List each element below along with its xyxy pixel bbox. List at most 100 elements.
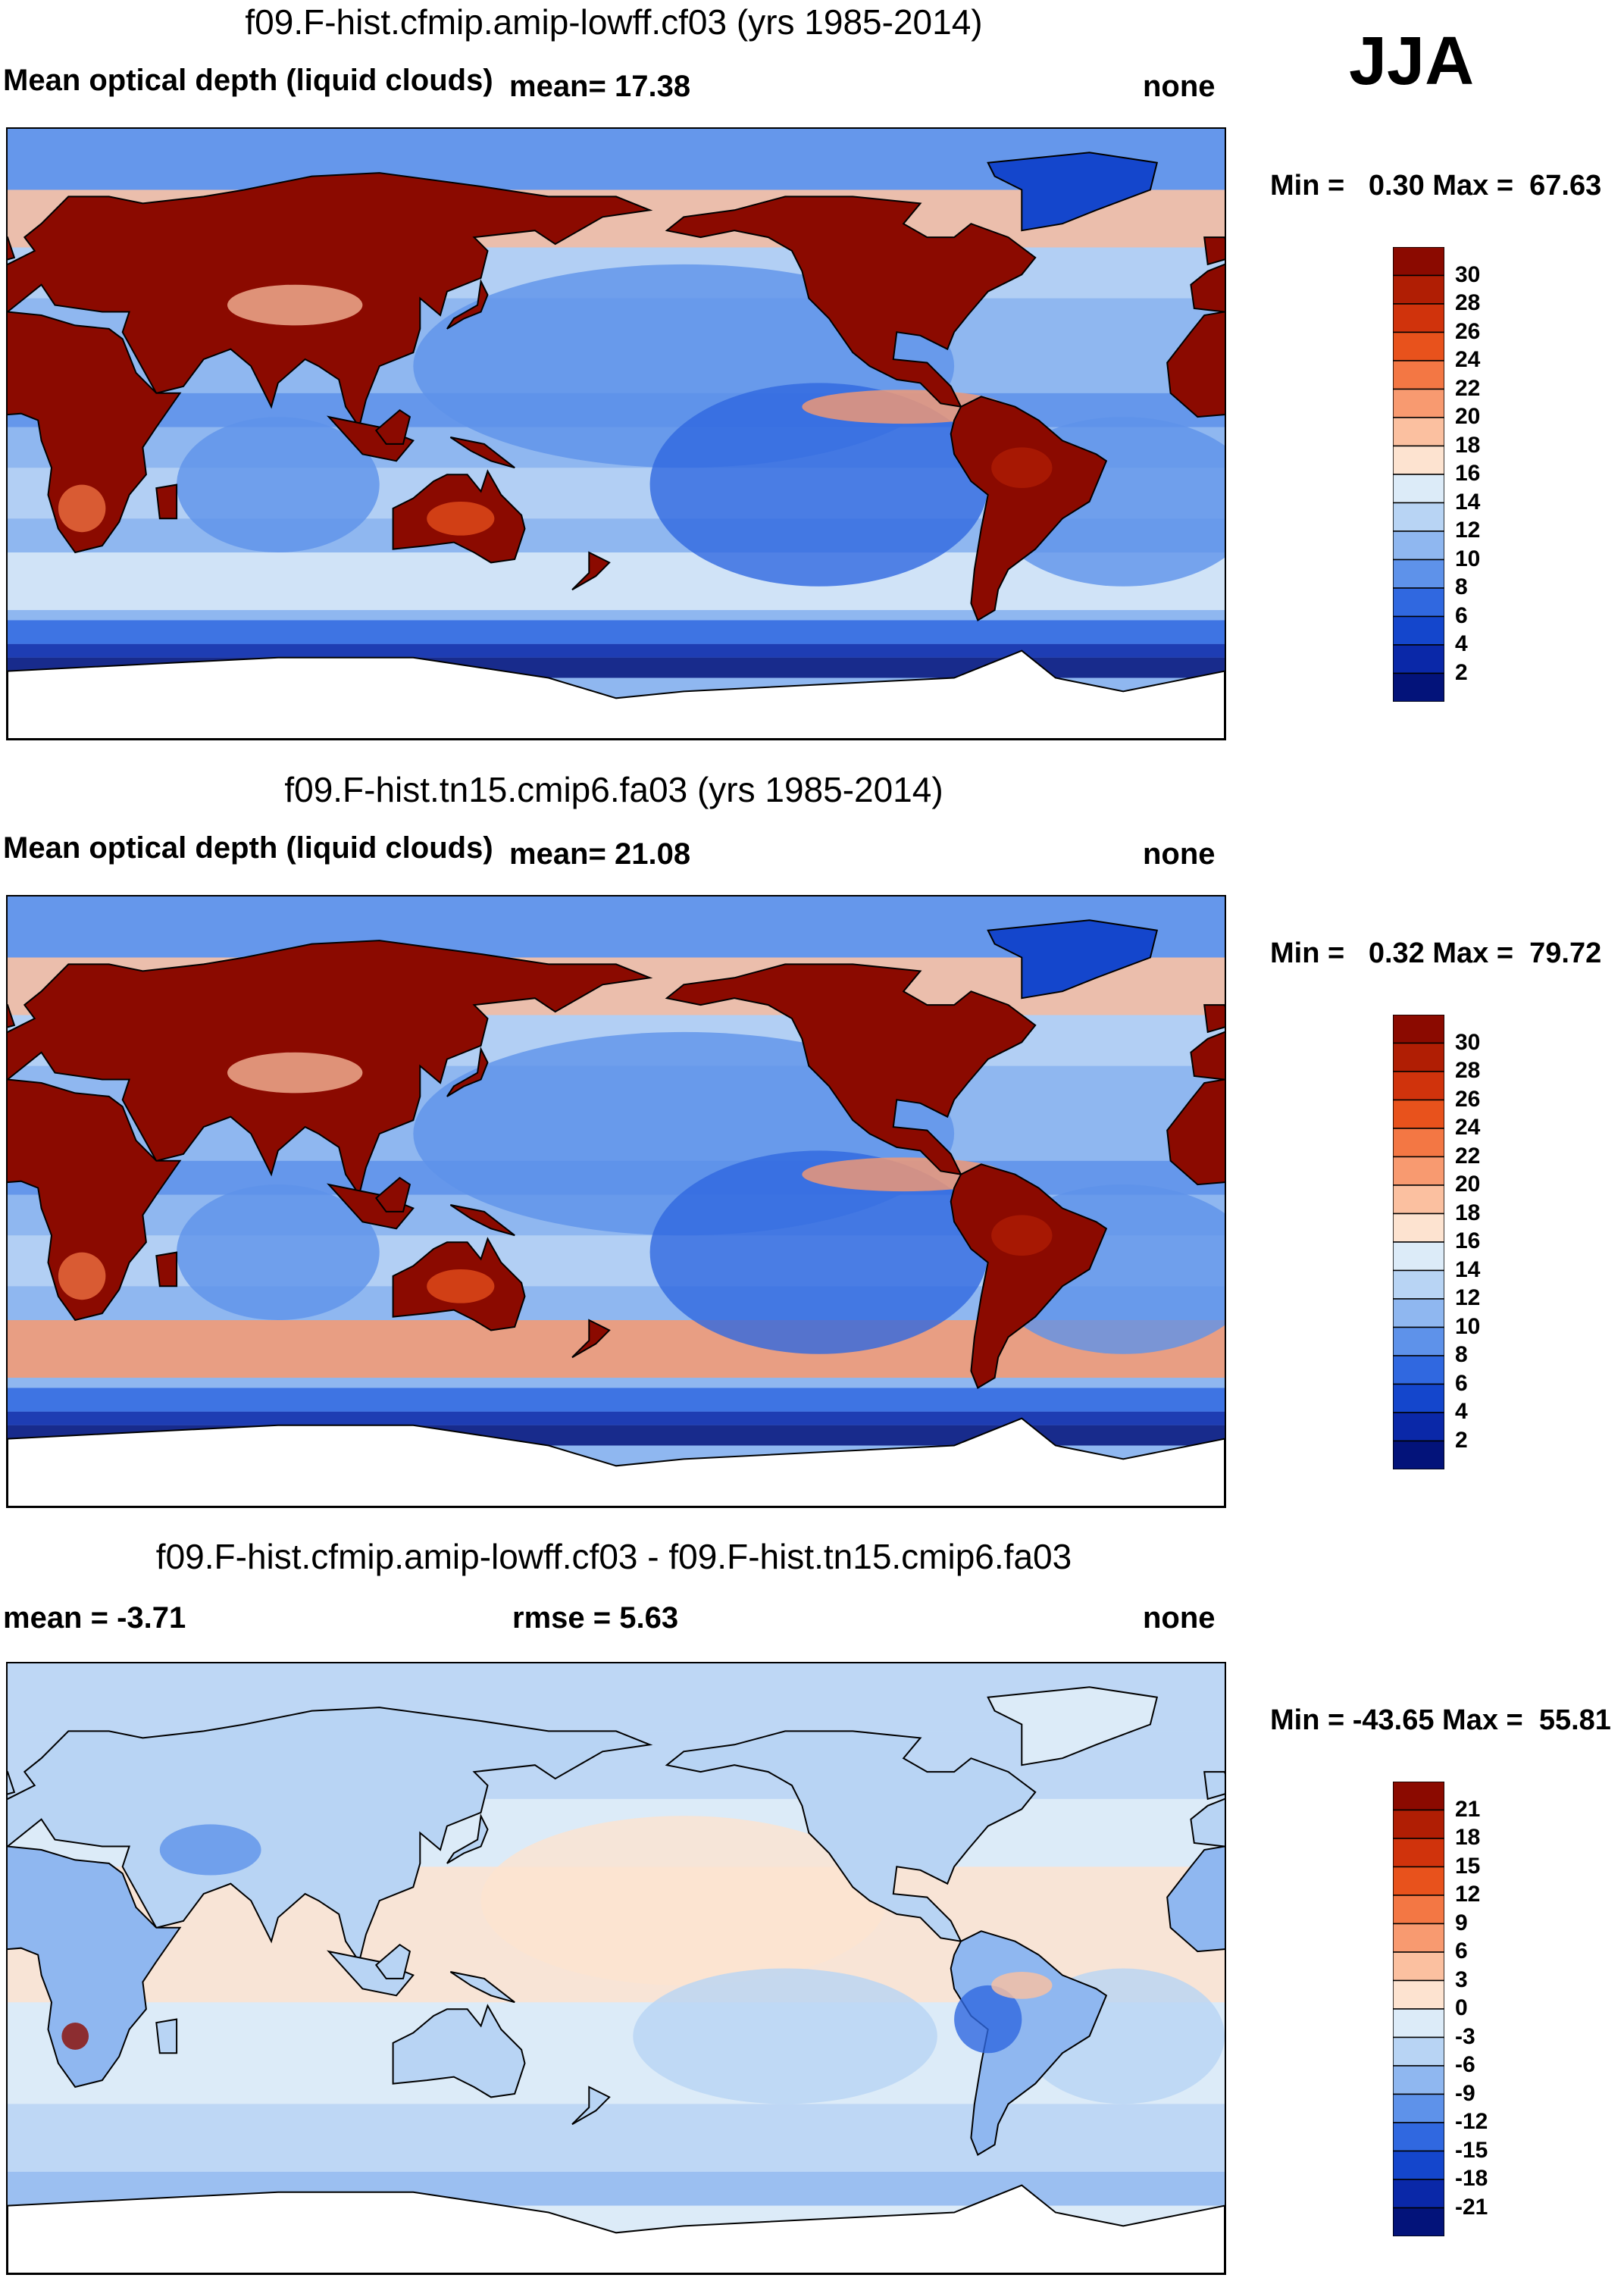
colorbar-swatch xyxy=(1393,1184,1444,1215)
landmass-newzealand xyxy=(571,551,611,591)
colorbar-swatch xyxy=(1393,1269,1444,1300)
landmass-japan xyxy=(446,278,489,330)
colorbar-swatch xyxy=(1393,1071,1444,1101)
colorbar xyxy=(1393,1782,1444,2236)
land-anomaly xyxy=(991,1215,1053,1256)
colorbar-tick-label: -6 xyxy=(1455,2052,1475,2077)
land-anomaly xyxy=(954,1985,1022,2054)
landmass-britain-wrap xyxy=(1203,1004,1225,1034)
colorbar-swatch xyxy=(1393,1042,1444,1072)
colorbar-swatch xyxy=(1393,2150,1444,2180)
colorbar-swatch xyxy=(1393,360,1444,390)
colorbar-tick-label: 3 xyxy=(1455,1967,1468,1992)
lat-band xyxy=(8,2104,1225,2172)
colorbar-swatch xyxy=(1393,1809,1444,1839)
colorbar-swatch xyxy=(1393,274,1444,305)
colorbar-tick-label: 22 xyxy=(1455,375,1481,401)
map-svg xyxy=(8,896,1225,1507)
colorbar-tick-label: 8 xyxy=(1455,1342,1468,1367)
landmass-borneo xyxy=(374,408,411,445)
landmass-africa xyxy=(8,1845,182,2089)
variable-label: Mean optical depth (liquid clouds) xyxy=(3,64,493,97)
colorbar-swatch xyxy=(1393,474,1444,504)
colorbar-tick-label: 26 xyxy=(1455,318,1481,344)
colorbar-swatch xyxy=(1393,1015,1444,1044)
land-anomaly xyxy=(159,1824,261,1876)
colorbar-swatch xyxy=(1393,615,1444,646)
colorbar-tick-label: 28 xyxy=(1455,290,1481,315)
colorbar-tick-label: 6 xyxy=(1455,602,1468,628)
colorbar-svg xyxy=(1393,1782,1444,2236)
colorbar-swatch xyxy=(1393,1979,1444,2010)
landmass-indonesia xyxy=(327,1950,415,1997)
units-label: none xyxy=(1143,70,1216,103)
lat-band xyxy=(8,552,1225,611)
colorbar-tick-label: 0 xyxy=(1455,1995,1468,2020)
colorbar-swatch xyxy=(1393,1128,1444,1158)
landmass-africa-wrap xyxy=(1166,311,1225,418)
colorbar-tick-label: 22 xyxy=(1455,1143,1481,1169)
colorbar-swatch xyxy=(1393,2207,1444,2236)
mean-stat: mean= 21.08 xyxy=(509,837,691,871)
landmass-southamerica xyxy=(950,396,1108,621)
land-anomaly xyxy=(991,447,1053,489)
colorbar-swatch xyxy=(1393,1212,1444,1243)
colorbar-tick-label: 24 xyxy=(1455,347,1481,372)
colorbar-swatch xyxy=(1393,587,1444,618)
colorbar-swatch xyxy=(1393,2093,1444,2123)
colorbar-swatch xyxy=(1393,1866,1444,1896)
landmass-indonesia xyxy=(327,1183,415,1230)
colorbar-swatch xyxy=(1393,1838,1444,1868)
colorbar-tick-label: 16 xyxy=(1455,1228,1481,1253)
colorbar-svg xyxy=(1393,1015,1444,1469)
colorbar-tick-label: 10 xyxy=(1455,546,1481,571)
colorbar-tick-label: 2 xyxy=(1455,1427,1468,1453)
colorbar-swatch xyxy=(1393,2008,1444,2039)
season-label: JJA xyxy=(1349,23,1475,99)
landmass-britain-wrap xyxy=(1203,1771,1225,1801)
colorbar-swatch xyxy=(1393,445,1444,475)
landmass-australia xyxy=(392,2004,526,2098)
landmass-africa xyxy=(8,311,182,554)
landmass-newguinea xyxy=(449,436,515,469)
colorbar-swatch xyxy=(1393,1383,1444,1413)
colorbar-swatch xyxy=(1393,1440,1444,1469)
ocean-anomaly xyxy=(649,383,988,587)
contour-map xyxy=(6,895,1226,1508)
landmass-antarctica xyxy=(8,649,1225,739)
colorbar-swatch xyxy=(1393,1412,1444,1442)
landmass-britain xyxy=(8,1771,16,1795)
colorbar-tick-label: 4 xyxy=(1455,1399,1468,1424)
colorbar-swatch xyxy=(1393,530,1444,561)
colorbar-swatch xyxy=(1393,1951,1444,1982)
colorbar-tick-label: -3 xyxy=(1455,2023,1475,2049)
landmass-eurasia-wrap xyxy=(1190,1798,1225,1848)
contour-map xyxy=(6,127,1226,740)
colorbar-tick-label: 9 xyxy=(1455,1910,1468,1935)
landmass-africa xyxy=(8,1078,182,1322)
land-anomaly xyxy=(227,1052,363,1094)
panel-title: f09.F-hist.cfmip.amip-lowff.cf03 (yrs 19… xyxy=(245,2,983,42)
colorbar-tick-label: -12 xyxy=(1455,2109,1488,2134)
landmass-eurasia xyxy=(8,1707,653,1964)
colorbar-swatch xyxy=(1393,2065,1444,2095)
colorbar-swatch xyxy=(1393,1355,1444,1385)
landmass-northamerica xyxy=(665,963,1037,1176)
colorbar-swatch xyxy=(1393,1923,1444,1953)
colorbar-tick-label: 12 xyxy=(1455,1285,1481,1310)
colorbar-tick-label: 14 xyxy=(1455,489,1481,515)
land-anomaly xyxy=(991,1971,1053,1999)
panel-title: f09.F-hist.tn15.cmip6.fa03 (yrs 1985-201… xyxy=(284,770,943,809)
landmass-newguinea xyxy=(449,1204,515,1237)
colorbar-tick-label: 4 xyxy=(1455,631,1468,656)
colorbar-tick-label: -18 xyxy=(1455,2166,1488,2191)
landmass-northamerica xyxy=(665,1730,1037,1943)
landmass-antarctica xyxy=(8,1417,1225,1507)
variable-label: Mean optical depth (liquid clouds) xyxy=(3,831,493,865)
colorbar-swatch xyxy=(1393,2122,1444,2152)
units-label: none xyxy=(1143,837,1216,871)
colorbar-swatch xyxy=(1393,2179,1444,2209)
colorbar-tick-label: 20 xyxy=(1455,1172,1481,1197)
colorbar-tick-label: 30 xyxy=(1455,1029,1481,1055)
colorbar-swatch xyxy=(1393,1326,1444,1356)
